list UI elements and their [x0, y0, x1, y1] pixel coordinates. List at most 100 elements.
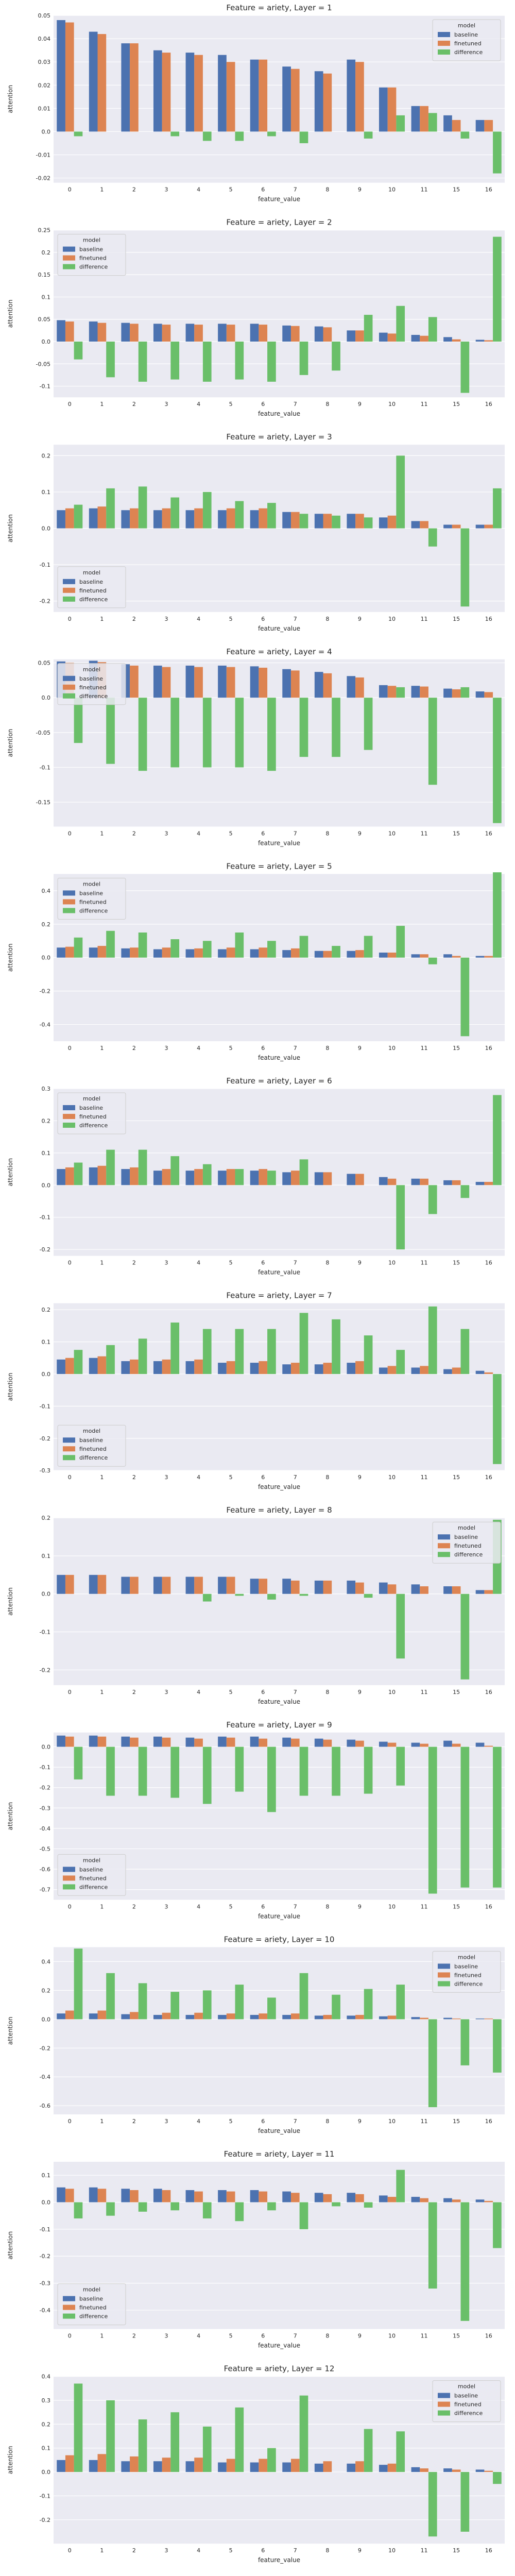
x-tick-label: 3: [165, 2118, 168, 2125]
bar-baseline: [475, 1182, 485, 1185]
bar-difference: [493, 872, 502, 958]
bar-difference: [106, 2400, 115, 2472]
bar-baseline: [57, 1359, 65, 1374]
y-tick-label: 0.4: [42, 2374, 51, 2380]
bar-finetuned: [162, 1169, 171, 1185]
bar-finetuned: [226, 947, 235, 958]
y-tick-label: -0.4: [40, 1825, 50, 1832]
bar-baseline: [411, 2017, 420, 2020]
bar-baseline: [121, 1361, 130, 1374]
x-tick-label: 7: [294, 401, 297, 408]
x-tick-label: 3: [165, 1260, 168, 1266]
bar-finetuned: [484, 1590, 493, 1594]
x-tick-label: 8: [325, 2333, 329, 2340]
bar-finetuned: [420, 2018, 428, 2020]
x-tick-label: 6: [261, 187, 265, 193]
bar-difference: [460, 957, 470, 1037]
x-tick-label: 7: [294, 1045, 297, 1052]
chart-panel: Feature = ariety, Layer = 5 -0.4 -0.2 0.0 0.…: [7, 861, 505, 1061]
bar-difference: [235, 1169, 244, 1185]
bar-difference: [332, 342, 340, 371]
x-tick-label: 10: [388, 1260, 396, 1266]
y-tick-label: -0.2: [40, 2517, 50, 2523]
legend: model baseline finetuned difference: [432, 2380, 501, 2422]
bar-finetuned: [65, 1736, 74, 1747]
x-tick-label: 2: [132, 401, 136, 408]
x-tick-label: 16: [485, 1474, 492, 1481]
bar-baseline: [153, 2014, 162, 2020]
x-tick-label: 7: [294, 830, 297, 837]
x-tick-label: 5: [229, 2547, 233, 2554]
x-tick-label: 10: [388, 2118, 396, 2125]
bar-finetuned: [130, 947, 139, 958]
bar-difference: [138, 2202, 147, 2212]
bar-baseline: [379, 517, 388, 529]
bar-difference: [74, 1162, 83, 1185]
bar-finetuned: [97, 945, 107, 958]
bar-difference: [299, 1159, 308, 1185]
bar-baseline: [57, 2013, 65, 2020]
y-tick-label: -0.05: [36, 361, 50, 367]
legend-label-finetuned: finetuned: [79, 1113, 107, 1120]
bar-difference: [493, 1747, 502, 1888]
bar-finetuned: [290, 2193, 300, 2202]
legend-label-baseline: baseline: [454, 31, 478, 38]
bar-baseline: [57, 1735, 65, 1747]
bar-baseline: [282, 66, 291, 132]
bar-baseline: [282, 669, 291, 698]
y-tick-label: 0.1: [42, 1339, 51, 1346]
y-tick-label: -0.2: [40, 2253, 50, 2260]
bar-baseline: [121, 2461, 130, 2472]
legend-title: model: [458, 1954, 475, 1960]
x-tick-label: 4: [197, 1045, 200, 1052]
bar-baseline: [218, 55, 227, 132]
bar-difference: [428, 528, 437, 547]
x-tick-label: 0: [68, 830, 72, 837]
bar-difference: [235, 2202, 244, 2222]
legend-swatch-difference: [63, 2313, 75, 2319]
bar-difference: [267, 2448, 276, 2472]
bar-difference: [202, 941, 212, 958]
bar-finetuned: [259, 2459, 268, 2472]
bar-finetuned: [97, 34, 107, 132]
bar-difference: [493, 2472, 502, 2484]
x-tick-label: 15: [453, 401, 460, 408]
y-tick-label: 0.2: [42, 1515, 51, 1521]
bar-baseline: [475, 2469, 485, 2472]
x-tick-label: 7: [294, 2333, 297, 2340]
x-tick-label: 4: [197, 1689, 200, 1696]
bar-finetuned: [484, 692, 493, 698]
legend-label-difference: difference: [454, 49, 483, 56]
x-tick-label: 4: [197, 616, 200, 622]
bar-finetuned: [194, 508, 203, 529]
bar-baseline: [185, 1737, 195, 1747]
bar-difference: [428, 957, 437, 964]
bar-baseline: [443, 688, 452, 698]
bar-difference: [202, 131, 212, 141]
x-axis-label: feature_value: [258, 1698, 300, 1705]
legend-label-difference: difference: [79, 2313, 108, 2320]
y-tick-label: 0.0: [42, 1591, 51, 1598]
bar-finetuned: [452, 2469, 461, 2472]
bar-difference: [170, 2202, 180, 2211]
bar-baseline: [57, 510, 65, 529]
x-tick-label: 16: [485, 830, 492, 837]
bar-finetuned: [259, 947, 268, 958]
bar-finetuned: [65, 2455, 74, 2472]
legend-swatch-difference: [63, 264, 75, 269]
bar-finetuned: [162, 1577, 171, 1594]
bar-difference: [235, 1747, 244, 1792]
bar-baseline: [411, 335, 420, 342]
y-tick-label: 0.0: [42, 526, 51, 532]
bar-difference: [299, 131, 308, 143]
bar-finetuned: [97, 2189, 107, 2202]
bar-difference: [74, 1948, 83, 2020]
bar-difference: [74, 1350, 83, 1374]
bar-difference: [460, 1594, 470, 1680]
bar-finetuned: [226, 62, 235, 132]
bar-difference: [106, 1973, 115, 2020]
x-tick-label: 11: [421, 1903, 428, 1910]
bar-finetuned: [290, 2013, 300, 2020]
bar-baseline: [282, 325, 291, 342]
bar-baseline: [250, 510, 259, 529]
